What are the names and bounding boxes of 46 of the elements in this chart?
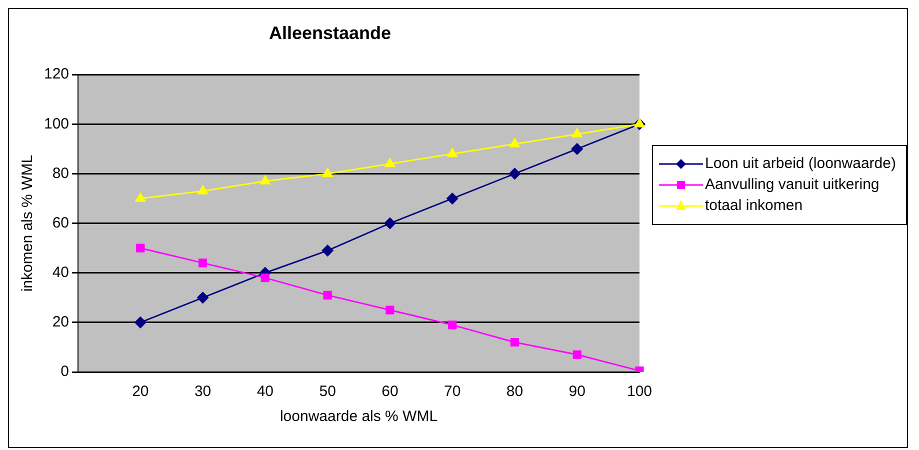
point [322,244,334,256]
point [134,316,146,328]
x-tick-label: 80 [506,383,524,400]
chart-title: Alleenstaande [268,22,392,43]
legend-label: totaal inkomen [705,197,804,214]
point [508,168,520,180]
x-tick-label: 70 [444,383,461,400]
x-tick-label: 90 [568,383,586,400]
point [260,274,270,282]
x-tick-label: 60 [382,383,398,400]
point [323,290,332,300]
point [448,320,457,330]
x-tick-label: 20 [132,383,149,400]
point [198,185,208,194]
point [384,158,396,168]
point [510,138,520,148]
y-tick-label: 40 [52,264,70,282]
point [136,244,145,252]
x-tick-label: 40 [256,383,274,400]
y-tick-label: 20 [52,314,70,331]
point [572,128,582,138]
x-axis-title: loonwaarde als % WML [280,408,438,426]
y-tick-label: 120 [44,66,70,83]
point [135,192,146,202]
point [571,143,583,155]
point [510,338,520,347]
point [446,192,458,204]
y-tick-label: 0 [60,363,70,380]
legend-label: Aanvulling vanuit uitkering [705,176,880,193]
point [634,118,645,128]
point [572,350,582,359]
legend-label: Loon uit arbeid (loonwaarde) [705,155,897,172]
point [198,258,208,268]
x-tick-label: 50 [319,383,336,400]
y-axis-title: inkomen als % WML [19,154,36,292]
y-tick-label: 60 [52,214,70,232]
point [322,168,333,177]
x-tick-label: 30 [194,383,212,400]
point [197,292,209,304]
point [260,175,270,184]
point [386,306,394,314]
y-tick-label: 80 [52,164,70,182]
y-tick-label: 100 [44,115,70,132]
point [384,218,396,230]
point [447,148,458,158]
x-tick-label: 100 [626,383,652,400]
